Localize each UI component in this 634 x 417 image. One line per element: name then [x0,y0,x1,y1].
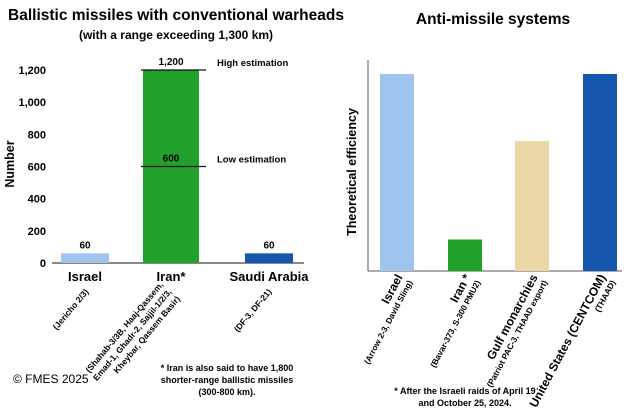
left-bar [61,253,109,263]
left-y-tick-label: 400 [28,194,46,206]
left-y-tick-label: 200 [28,226,46,238]
left-y-tick-label: 600 [28,162,46,174]
left-y-tick-label: 800 [28,129,46,141]
left-category-sublabel-line: (Jericho 2/3) [51,287,91,332]
right-y-axis-label: Theoretical efficiency [345,108,359,236]
left-footnote-line-1: * Iran is also said to have 1,800 [161,363,294,373]
left-bar [245,253,293,263]
left-bar-value-label: 1,200 [158,57,183,68]
left-y-tick-label: 0 [40,258,46,270]
left-category-label: Saudi Arabia [230,269,310,284]
right-chart: Anti-missile systems Theoretical efficie… [345,11,622,410]
right-bar [380,74,414,271]
left-chart-subtitle: (with a range exceeding 1,300 km) [79,28,273,42]
left-y-tick-label: 1,000 [18,97,46,109]
left-category-sublabel: (Shahab-3/3B, Haaj-Qassem,Emad-1, Ghadr-… [83,280,182,383]
left-chart-title: Ballistic missiles with conventional war… [8,7,344,24]
right-category-label-group: Gulf monarchies(Patriot PAC-3, THAAD exp… [484,272,550,389]
right-bars [380,74,617,271]
estimation-value-label: 600 [163,154,180,165]
left-footnote: * Iran is also said to have 1,800 shorte… [161,363,294,397]
left-y-tick-label: 1,200 [18,65,46,77]
copyright: © FMES 2025 [13,372,89,386]
left-category-sublabel-line: (DF-3, DF-21) [232,287,274,334]
left-bar-value-label: 60 [263,240,275,251]
left-footnote-line-3: (300-800 km). [198,387,255,397]
estimation-label: Low estimation [217,155,286,166]
left-bar-value-label: 60 [79,240,91,251]
left-y-axis-label: Number [3,140,17,187]
left-category-label: Israel [68,269,102,284]
right-chart-title: Anti-missile systems [416,11,570,28]
right-footnote-line-1: * After the Israeli raids of April 19 [394,386,535,396]
left-category-sublabel: (DF-3, DF-21) [232,287,274,334]
left-estimation-lines: High estimation Low estimation 600 [141,58,288,168]
right-footnote-line-2: and October 25, 2024. [418,398,511,408]
left-category-label: Iran* [157,269,187,284]
estimation-label: High estimation [217,58,288,69]
right-bar [583,74,617,271]
right-bar [448,239,482,271]
left-footnote-line-2: shorter-range ballistic missiles [161,375,294,385]
left-y-ticks: 0 200 400 600 800 1,000 1,200 [18,65,46,270]
right-bar [515,140,549,271]
right-category-label-group: Israel(Arrow 2-3, David Sling) [362,272,415,366]
right-footnote: * After the Israeli raids of April 19 an… [394,386,535,408]
left-category-sublabel: (Jericho 2/3) [51,287,91,332]
right-category-label-group: Iran *(Bavar-373, S-300 PMU2) [428,272,483,369]
left-chart: Ballistic missiles with conventional war… [3,7,344,397]
